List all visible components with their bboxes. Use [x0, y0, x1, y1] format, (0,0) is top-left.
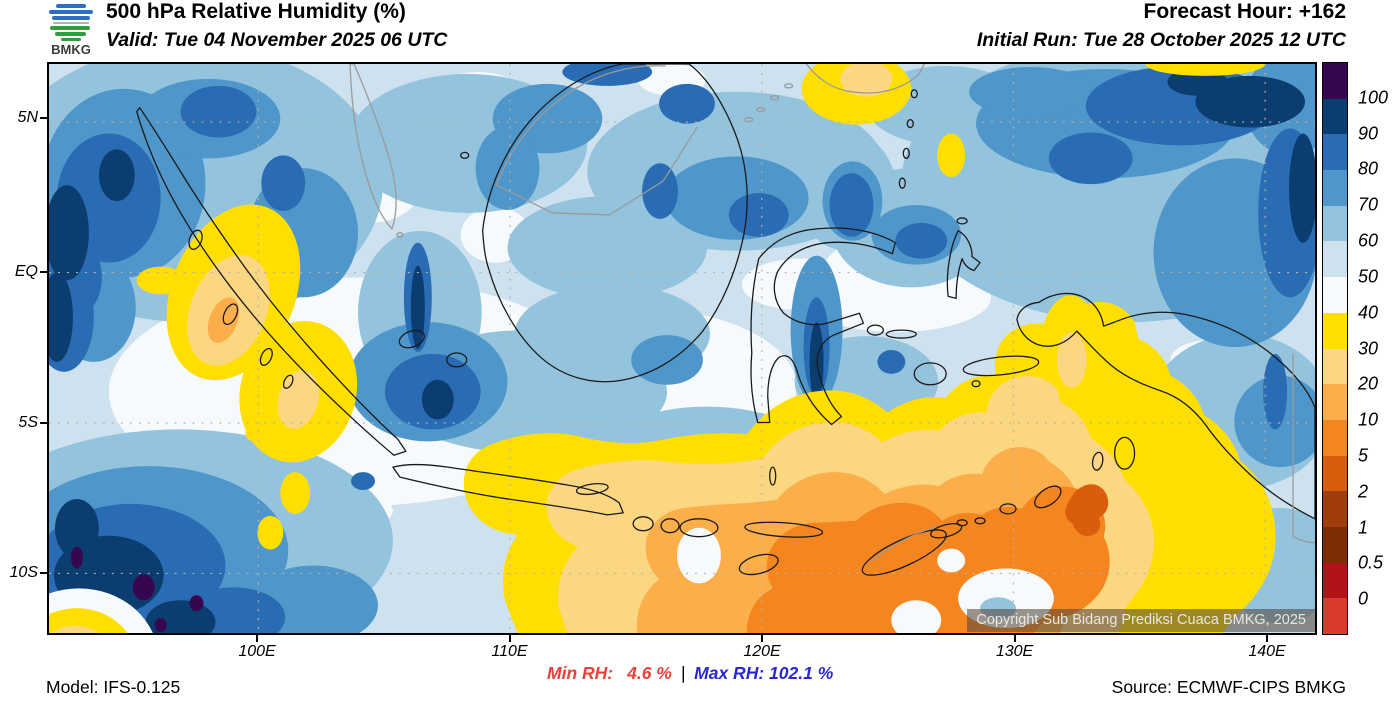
x-axis-label: 110E [491, 643, 528, 660]
colorbar-tick-label: 80 [1358, 158, 1379, 179]
colorbar-tick-label: 100 [1358, 87, 1389, 108]
colorbar-tick-label: 1 [1358, 517, 1369, 538]
bmkg-logo-icon: BMKG [49, 4, 93, 57]
colorbar-tick-label: 5 [1358, 445, 1369, 466]
y-axis-tick [40, 422, 47, 424]
colorbar-tick-label: 60 [1358, 230, 1379, 251]
x-axis-label: 140E [1248, 643, 1286, 660]
bmkg-logo-text: BMKG [51, 42, 91, 57]
colorbar-segment [1323, 98, 1347, 135]
coastlines-indonesia [136, 64, 1315, 576]
model-label: Model: IFS-0.125 [46, 677, 181, 697]
min-max-separator: | [680, 663, 686, 683]
colorbar-tick-label: 20 [1358, 373, 1379, 394]
graticule [49, 64, 1315, 633]
colorbar-segment [1323, 241, 1347, 278]
coast-papua [1016, 292, 1315, 520]
colorbar-tick-label: 0.5 [1358, 552, 1384, 573]
colorbar-tick-label: 2 [1358, 481, 1369, 502]
colorbar-segment [1323, 455, 1347, 492]
colorbar-tick-label: 50 [1358, 266, 1379, 287]
colorbar-segment [1323, 134, 1347, 171]
colorbar-segment [1323, 598, 1347, 634]
coast-java [392, 463, 624, 516]
coast-north-borneo [495, 65, 666, 186]
x-axis-tick [1266, 635, 1268, 642]
map-canvas: Copyright Sub Bidang Prediksi Cuaca BMKG… [47, 62, 1317, 635]
x-axis-label: 130E [995, 643, 1034, 660]
bmkg-logo: BMKG [40, 2, 102, 58]
colorbar-segment [1323, 526, 1347, 563]
coast-malay-peninsula [349, 64, 397, 230]
x-axis-tick [761, 635, 763, 642]
forecast-hour-label: Forecast Hour: +162 [1143, 0, 1347, 23]
colorbar-segment [1323, 170, 1347, 206]
rh-corner-bullseye [49, 588, 153, 633]
x-axis-tick [256, 635, 258, 642]
colorbar-tick-label: 40 [1358, 302, 1379, 323]
rh-contour-field [49, 64, 1315, 633]
x-axis-tick [1013, 635, 1016, 642]
valid-time-label: Valid: Tue 04 November 2025 06 UTC [106, 29, 448, 51]
colorbar-tick-label: 0 [1358, 588, 1369, 609]
colorbar-tick-label: 30 [1358, 338, 1379, 358]
source-label: Source: ECMWF-CIPS BMKG [1111, 677, 1346, 697]
coast-seram [962, 355, 1040, 377]
colorbar-tick-label: 10 [1358, 409, 1379, 430]
colorbar-segment [1323, 384, 1347, 420]
border-kalimantan [495, 126, 698, 216]
y-axis-label: 5N [17, 109, 38, 126]
y-axis-tick [40, 572, 47, 574]
colorbar-segment [1323, 419, 1347, 456]
coast-bali [632, 516, 654, 532]
x-axis-tick [508, 635, 511, 642]
coast-sumatra [136, 107, 407, 456]
coast-halmahera [946, 230, 981, 299]
colorbar-segment [1323, 312, 1347, 349]
copyright-watermark: Copyright Sub Bidang Prediksi Cuaca BMKG… [967, 609, 1315, 632]
coastlines-foreign [349, 64, 1315, 544]
colorbar [1322, 62, 1348, 635]
y-axis-label: 5S [18, 414, 38, 431]
border-png [1292, 353, 1315, 544]
rh-dry-region [136, 64, 1276, 633]
max-rh-value: 102.1 % [769, 663, 834, 683]
colorbar-segment [1323, 205, 1347, 242]
colorbar-segment [1323, 348, 1347, 385]
y-axis-label: EQ [14, 263, 38, 280]
page-title: 500 hPa Relative Humidity (%) [106, 0, 406, 23]
min-rh-label: Min RH: [547, 663, 614, 683]
initial-run-label: Initial Run: Tue 28 October 2025 12 UTC [976, 29, 1346, 51]
min-rh-value: 4.6 % [627, 663, 672, 683]
colorbar-tick-label: 70 [1358, 194, 1379, 215]
coast-timor [861, 529, 947, 576]
y-axis-tick [40, 271, 47, 273]
coast-borneo [481, 64, 748, 383]
colorbar-segment [1323, 562, 1347, 599]
colorbar-segment [1323, 63, 1347, 99]
max-rh-label: Max RH: [694, 663, 765, 683]
coast-sulawesi [750, 227, 896, 426]
coast-mindanao [805, 64, 925, 94]
min-max-rh: Min RH: 4.6 % | Max RH: 102.1 % [547, 663, 833, 684]
colorbar-tick-label: 90 [1358, 123, 1379, 144]
x-axis-label: 100E [238, 643, 276, 660]
y-axis-label: 10S [9, 564, 38, 581]
x-axis-label: 120E [743, 643, 781, 660]
colorbar-segment [1323, 491, 1347, 527]
colorbar-segment [1323, 277, 1347, 313]
y-axis-tick [40, 117, 47, 119]
